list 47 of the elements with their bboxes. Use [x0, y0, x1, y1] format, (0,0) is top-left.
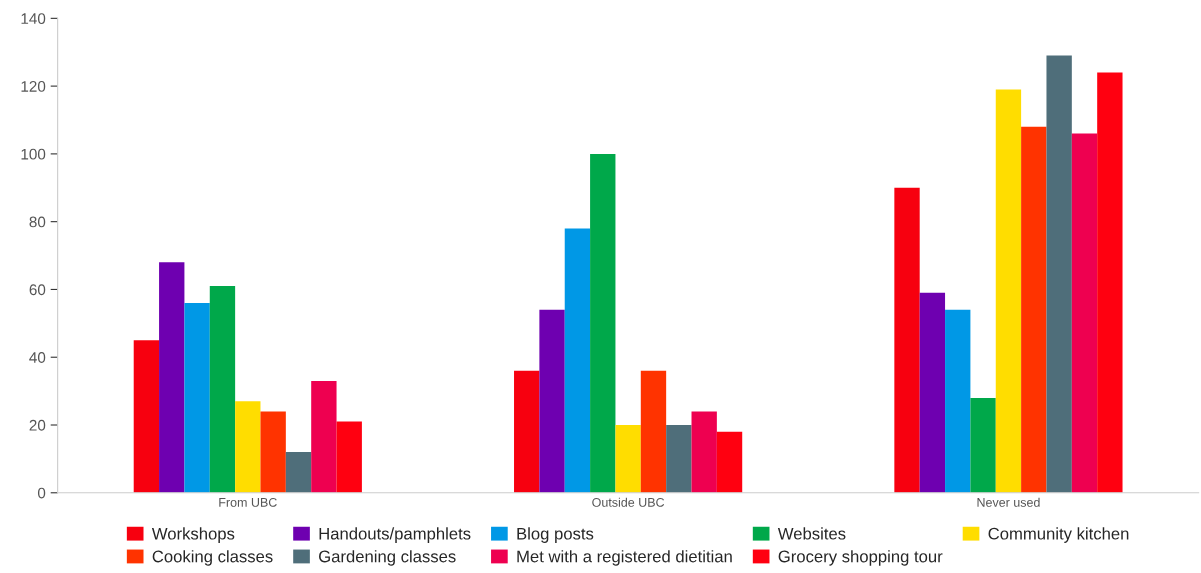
- x-tick-label: From UBC: [219, 497, 277, 507]
- bar: [894, 187, 920, 493]
- y-tick-label: 0: [37, 487, 46, 499]
- bar: [615, 425, 641, 493]
- bar: [260, 411, 286, 493]
- bar: [184, 303, 210, 493]
- bar: [995, 89, 1022, 493]
- legend-label: Workshops: [151, 527, 235, 543]
- bar: [945, 309, 971, 493]
- bar: [564, 228, 591, 493]
- legend-label: Community kitchen: [988, 527, 1129, 543]
- legend-label: Cooking classes: [152, 550, 273, 566]
- bar: [1046, 55, 1072, 493]
- bar: [640, 370, 667, 493]
- bar: [133, 340, 160, 493]
- bar: [159, 262, 185, 493]
- y-tick-label: 40: [29, 352, 46, 363]
- legend-label: Met with a registered dietitian: [517, 550, 732, 566]
- legend-label: Websites: [777, 527, 846, 540]
- y-tick-label: 140: [21, 13, 46, 25]
- bar: [285, 452, 312, 493]
- y-tick-label: 80: [29, 216, 46, 228]
- bar: [919, 292, 946, 493]
- bar: [691, 411, 717, 493]
- bar: [1021, 126, 1047, 493]
- y-tick-label: 120: [21, 80, 46, 92]
- legend-label: Gardening classes: [319, 550, 456, 566]
- y-tick-label: 100: [21, 148, 46, 160]
- y-tick-label: 60: [29, 284, 46, 296]
- bar: [1097, 72, 1123, 493]
- bar: [716, 431, 743, 493]
- bar: [235, 401, 261, 493]
- y-tick-label: 20: [29, 419, 46, 431]
- bar: [514, 370, 540, 493]
- bar: [209, 286, 236, 493]
- bar: [539, 309, 565, 493]
- bar: [311, 380, 337, 493]
- legend-label: Blog posts: [517, 527, 594, 543]
- bar: [970, 397, 996, 493]
- bar: [590, 153, 616, 493]
- legend-label: Handouts/pamphlets: [319, 527, 471, 543]
- bar: [666, 425, 692, 493]
- legend-label: Grocery shopping tour: [778, 550, 943, 566]
- bar: [1071, 133, 1098, 493]
- bar: [336, 421, 362, 493]
- x-tick-label: Outside UBC: [592, 497, 665, 507]
- x-tick-label: Never used: [977, 497, 1040, 507]
